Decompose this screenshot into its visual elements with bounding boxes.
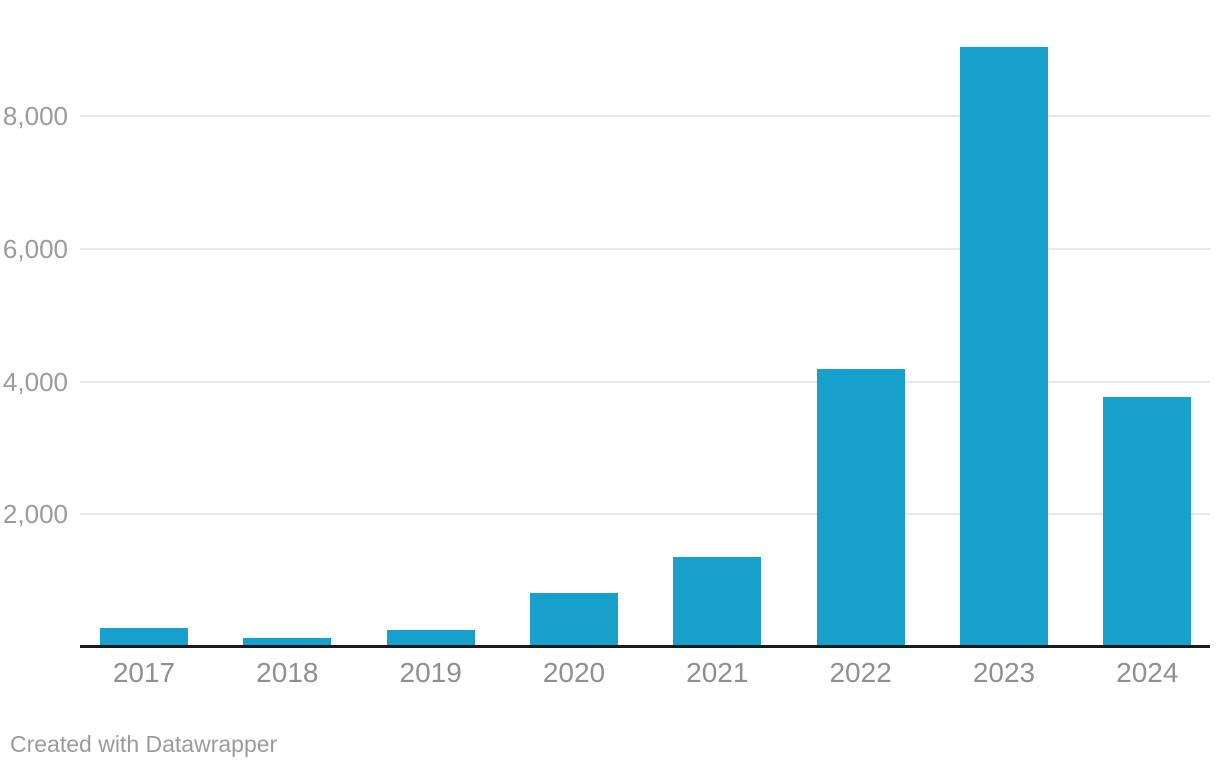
y-axis-tick-label: 6,000 <box>2 233 68 264</box>
bar-2017[interactable] <box>100 628 188 646</box>
x-axis-tick-label: 2019 <box>399 657 462 688</box>
bar-2023[interactable] <box>959 46 1048 646</box>
gridline-4000 <box>80 380 1210 383</box>
gridline-8000 <box>80 115 1210 117</box>
bar-2022[interactable] <box>816 368 905 646</box>
x-axis-tick-label: 2022 <box>829 657 892 688</box>
y-axis-tick-label: 2,000 <box>2 499 68 530</box>
gridline-2000 <box>80 513 1210 516</box>
datawrapper-attribution-link[interactable]: Created with Datawrapper <box>10 731 278 757</box>
bar-2024[interactable] <box>1103 397 1192 646</box>
x-axis-tick-label: 2023 <box>972 657 1036 688</box>
y-axis-tick-label: 8,000 <box>2 101 68 131</box>
bar-2021[interactable] <box>673 557 762 646</box>
bar-2018[interactable] <box>243 638 332 646</box>
x-axis-tick-label: 2024 <box>1116 657 1179 688</box>
x-axis-tick-label: 2021 <box>686 657 749 688</box>
y-axis-tick-label: 4,000 <box>2 366 68 397</box>
x-axis-tick-label: 2017 <box>112 657 176 688</box>
bar-2020[interactable] <box>529 592 618 646</box>
bar-2019[interactable] <box>386 629 475 646</box>
x-axis-line <box>80 645 1210 648</box>
x-axis-tick-label: 2018 <box>256 657 319 688</box>
gridline-6000 <box>80 247 1210 250</box>
x-axis-tick-label: 2020 <box>542 657 606 688</box>
